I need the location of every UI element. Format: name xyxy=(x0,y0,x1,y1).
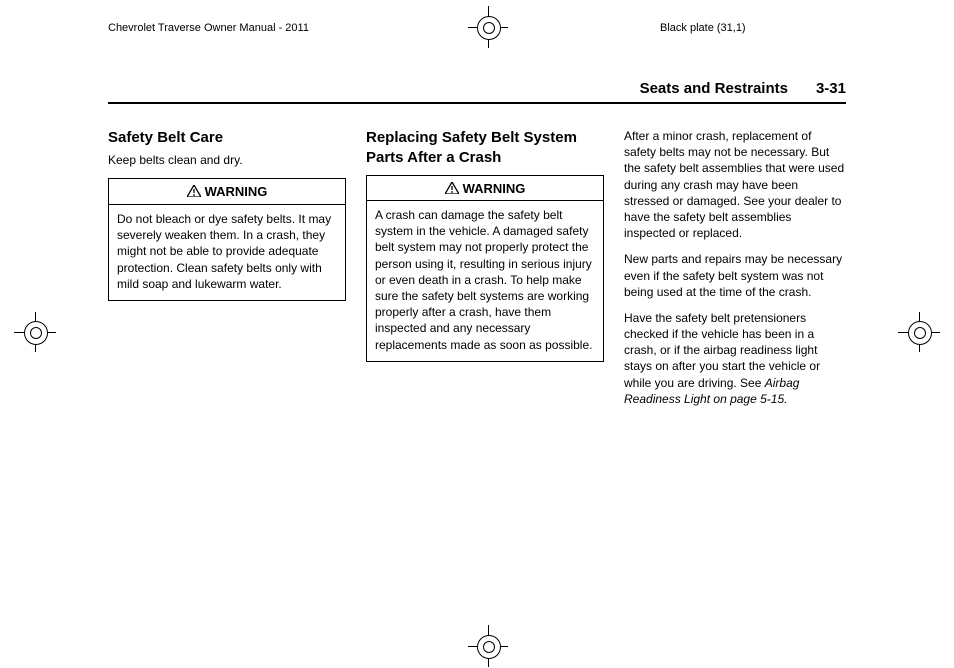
page: Chevrolet Traverse Owner Manual - 2011 B… xyxy=(0,0,954,668)
warning-body: A crash can damage the safety belt syste… xyxy=(367,201,603,361)
header-left: Chevrolet Traverse Owner Manual - 2011 xyxy=(108,22,309,34)
replacing-parts-heading: Replacing Safety Belt System Parts After… xyxy=(366,128,604,169)
registration-mark-left-icon xyxy=(14,312,56,352)
safety-belt-care-heading: Safety Belt Care xyxy=(108,128,346,148)
running-header: Seats and Restraints 3-31 xyxy=(640,80,846,97)
registration-mark-bottom-icon xyxy=(468,625,508,667)
warning-triangle-icon xyxy=(187,185,201,197)
page-number: 3-31 xyxy=(816,80,846,97)
warning-title: WARNING xyxy=(109,179,345,205)
warning-box: WARNING Do not bleach or dye safety belt… xyxy=(108,178,346,300)
warning-title: WARNING xyxy=(367,176,603,202)
column-1: Safety Belt Care Keep belts clean and dr… xyxy=(108,128,346,301)
registration-mark-top-icon xyxy=(468,6,508,48)
header-right: Black plate (31,1) xyxy=(660,22,746,34)
warning-body: Do not bleach or dye safety belts. It ma… xyxy=(109,205,345,300)
para-3: Have the safety belt pretensioners check… xyxy=(624,310,846,407)
warning-label: WARNING xyxy=(463,181,526,196)
warning-box: WARNING A crash can damage the safety be… xyxy=(366,175,604,362)
header-rule xyxy=(108,102,846,104)
column-2: Replacing Safety Belt System Parts After… xyxy=(366,128,604,362)
para-2: New parts and repairs may be necessary e… xyxy=(624,251,846,300)
warning-triangle-icon xyxy=(445,182,459,194)
safety-belt-care-sub: Keep belts clean and dry. xyxy=(108,152,346,168)
section-name: Seats and Restraints xyxy=(640,80,788,97)
para-1: After a minor crash, replacement of safe… xyxy=(624,128,846,241)
column-3: After a minor crash, replacement of safe… xyxy=(624,128,846,417)
warning-label: WARNING xyxy=(205,184,268,199)
registration-mark-right-icon xyxy=(898,312,940,352)
